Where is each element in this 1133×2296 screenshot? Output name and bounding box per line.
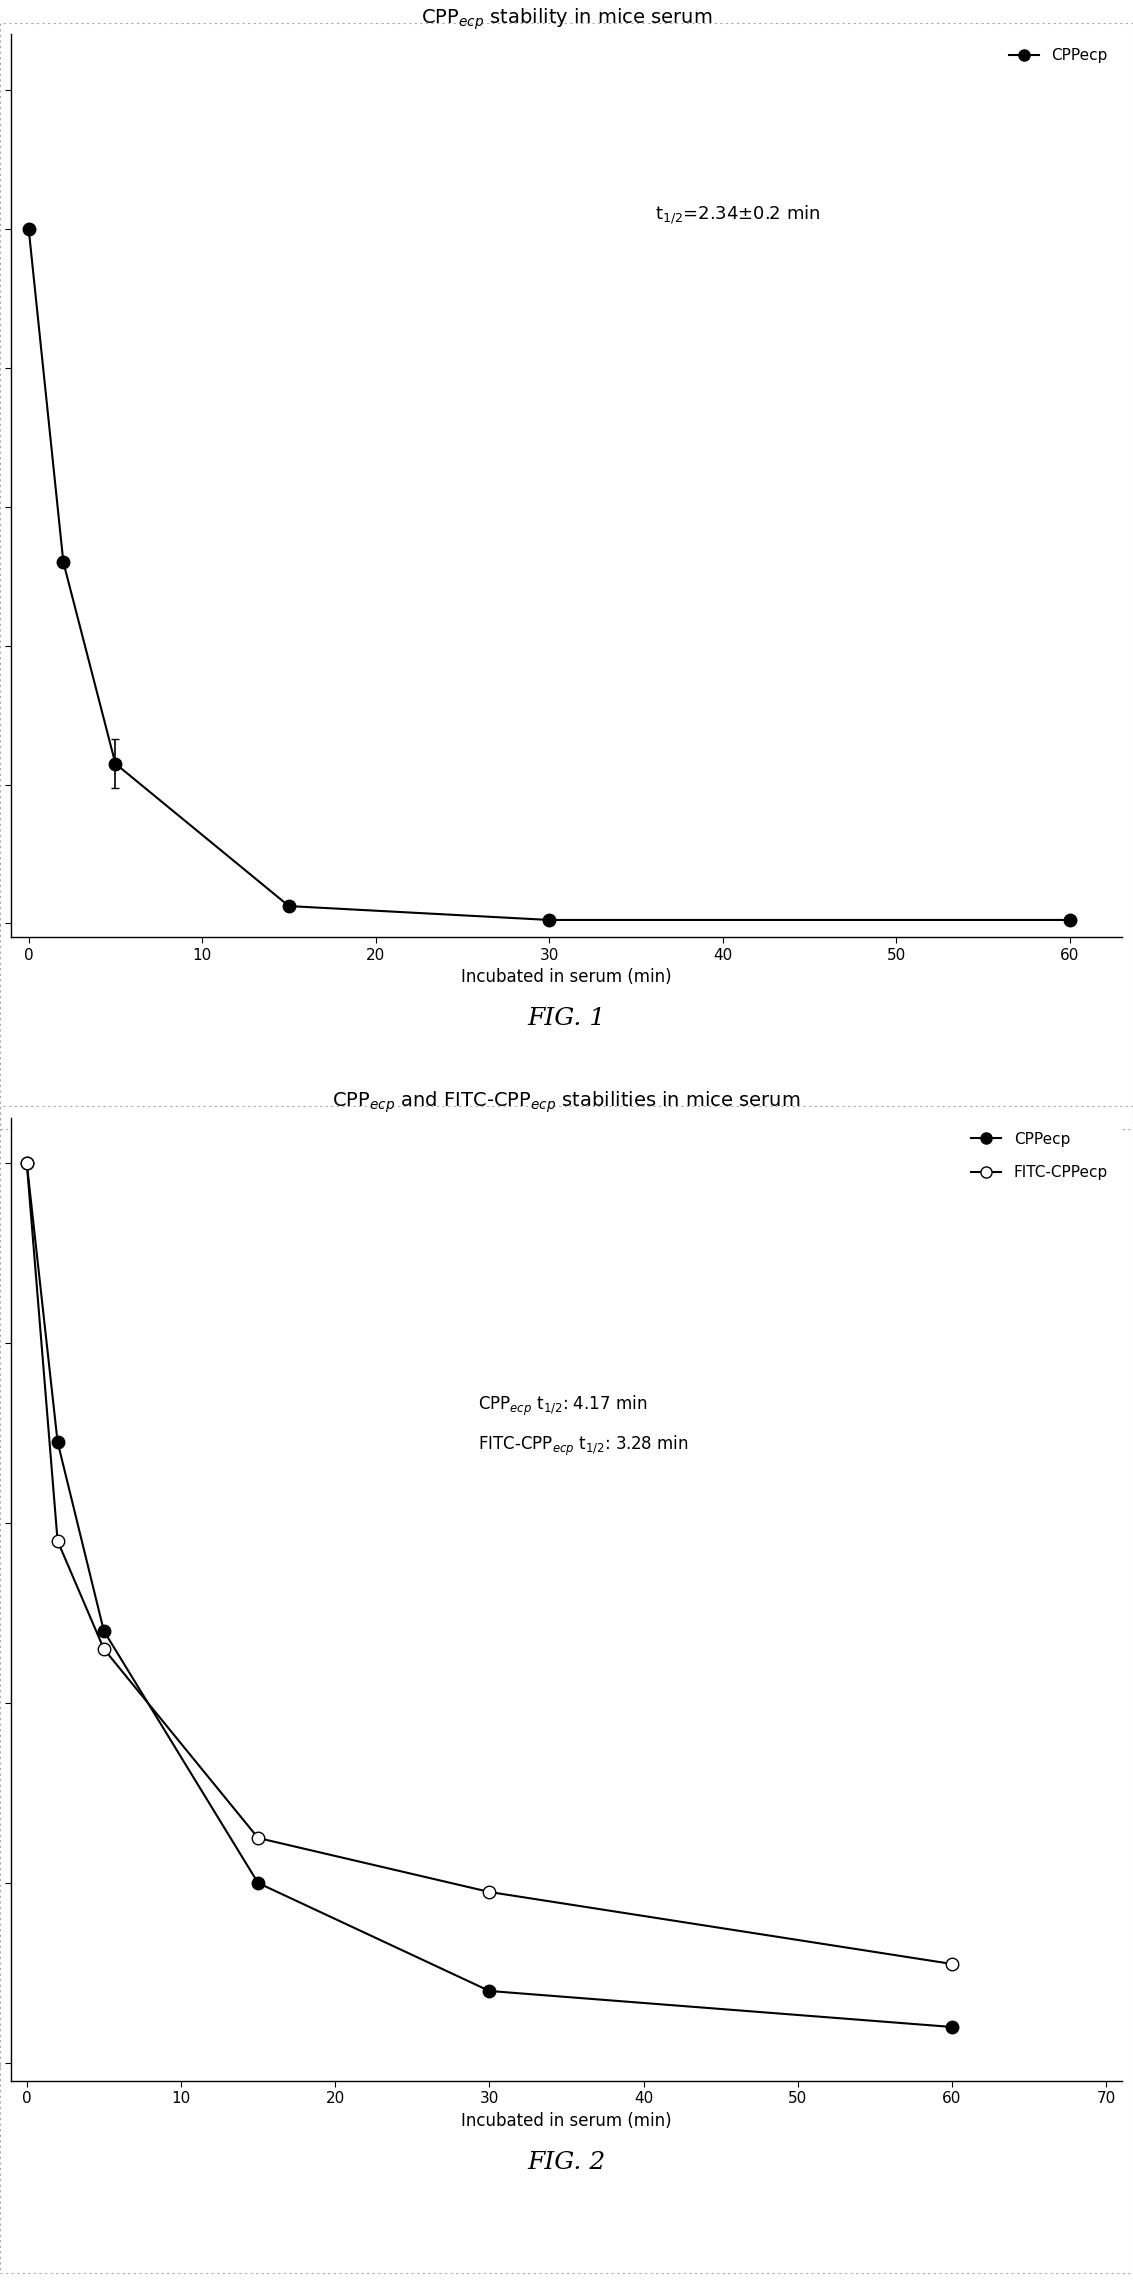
CPPecp (483, 1977, 496, 2004)
FITC-CPPecp (252, 1825, 265, 1853)
X-axis label: Incubated in serum (min): Incubated in serum (min) (461, 969, 672, 987)
Legend: CPPecp: CPPecp (1003, 41, 1114, 69)
FITC-CPPecp (51, 1527, 65, 1554)
CPPecp (945, 2014, 959, 2041)
Line: CPPecp: CPPecp (20, 1157, 959, 2034)
X-axis label: Incubated in serum (min): Incubated in serum (min) (461, 2112, 672, 2131)
CPPecp (20, 1148, 34, 1176)
CPPecp (252, 1869, 265, 1896)
Text: FIG. 2: FIG. 2 (527, 2151, 606, 2174)
Text: CPP$_{ecp}$ t$_{1/2}$: 4.17 min
FITC-CPP$_{ecp}$ t$_{1/2}$: 3.28 min: CPP$_{ecp}$ t$_{1/2}$: 4.17 min FITC-CPP… (478, 1394, 688, 1458)
Text: t$_{1/2}$=2.34±0.2 min: t$_{1/2}$=2.34±0.2 min (655, 204, 821, 227)
FITC-CPPecp (20, 1148, 34, 1176)
CPPecp (97, 1616, 111, 1644)
Title: CPP$_{ecp}$ stability in mice serum: CPP$_{ecp}$ stability in mice serum (420, 7, 713, 32)
Title: CPP$_{ecp}$ and FITC-CPP$_{ecp}$ stabilities in mice serum: CPP$_{ecp}$ and FITC-CPP$_{ecp}$ stabili… (332, 1091, 801, 1116)
FITC-CPPecp (945, 1949, 959, 1977)
Text: FIG. 1: FIG. 1 (527, 1008, 606, 1031)
Line: FITC-CPPecp: FITC-CPPecp (20, 1157, 959, 1970)
Legend: CPPecp, FITC-CPPecp: CPPecp, FITC-CPPecp (965, 1125, 1114, 1187)
CPPecp (51, 1428, 65, 1456)
FITC-CPPecp (483, 1878, 496, 1906)
FITC-CPPecp (97, 1635, 111, 1662)
